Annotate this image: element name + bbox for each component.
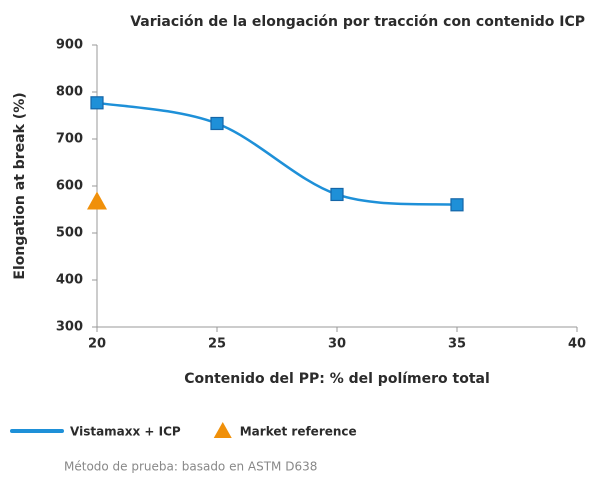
legend-label: Market reference [240,425,357,439]
point [90,96,104,110]
x-tick-label: 35 [448,337,466,352]
point [450,198,464,212]
point [87,191,107,210]
y-tick-label: 500 [56,226,83,241]
legend-swatch [213,422,232,438]
chart-title: Variación de la elongación por tracción … [130,14,585,30]
x-tick-label: 20 [88,337,106,352]
x-tick-label: 30 [328,337,346,352]
legend-label: Vistamaxx + ICP [70,425,181,439]
y-axis-label: Elongation at break (%) [12,92,28,279]
x-axis-label: Contenido del PP: % del polímero total [184,371,490,387]
y-tick-label: 300 [56,320,83,335]
series-line [96,101,458,207]
y-tick-label: 800 [56,85,83,100]
point [330,187,344,202]
y-tick-label: 600 [56,179,83,194]
x-tick-label: 25 [208,337,226,352]
y-tick-label: 400 [56,273,83,288]
footnote: Método de prueba: basado en ASTM D638 [64,460,317,474]
point [210,116,224,131]
y-tick-label: 900 [56,38,83,53]
y-tick-label: 700 [56,132,83,147]
x-tick-label: 40 [568,337,586,352]
